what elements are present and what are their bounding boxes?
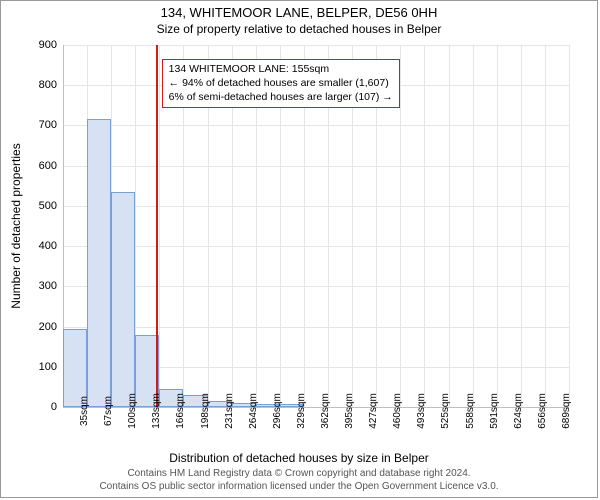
x-tick-label: 427sqm	[368, 393, 379, 429]
x-tick-label: 67sqm	[103, 396, 114, 426]
chart-subtitle: Size of property relative to detached ho…	[1, 20, 597, 36]
grid-line-h	[63, 45, 569, 46]
annotation-line: 134 WHITEMOOR LANE: 155sqm	[169, 63, 393, 77]
x-tick-label: 460sqm	[392, 393, 403, 429]
x-tick-label: 35sqm	[79, 396, 90, 426]
annotation-line: 6% of semi-detached houses are larger (1…	[169, 91, 393, 105]
grid-line-h	[63, 327, 569, 328]
x-tick-label: 558sqm	[465, 393, 476, 429]
x-tick-label: 231sqm	[224, 393, 235, 429]
x-tick-label: 166sqm	[175, 393, 186, 429]
x-tick-label: 198sqm	[200, 393, 211, 429]
grid-line-v	[497, 45, 498, 407]
chart-title: 134, WHITEMOOR LANE, BELPER, DE56 0HH	[1, 1, 597, 20]
x-tick-label: 591sqm	[489, 393, 500, 429]
attribution-line2: Contains OS public sector information li…	[1, 480, 597, 493]
histogram-bar	[87, 119, 111, 407]
x-tick-label: 624sqm	[513, 393, 524, 429]
x-tick-label: 329sqm	[296, 393, 307, 429]
y-tick-label: 600	[17, 160, 57, 172]
grid-line-v	[159, 45, 160, 407]
histogram-bar	[111, 192, 135, 407]
chart-container: 134, WHITEMOOR LANE, BELPER, DE56 0HH Si…	[0, 0, 598, 498]
x-tick-label: 525sqm	[440, 393, 451, 429]
grid-line-v	[424, 45, 425, 407]
y-tick-label: 800	[17, 79, 57, 91]
grid-line-h	[63, 286, 569, 287]
x-tick-label: 133sqm	[151, 393, 162, 429]
grid-line-v	[449, 45, 450, 407]
y-tick-label: 300	[17, 280, 57, 292]
y-tick-label: 400	[17, 240, 57, 252]
y-tick-label: 0	[17, 401, 57, 413]
attribution: Contains HM Land Registry data © Crown c…	[1, 467, 597, 493]
x-tick-label: 264sqm	[248, 393, 259, 429]
y-tick-label: 200	[17, 321, 57, 333]
x-tick-label: 656sqm	[537, 393, 548, 429]
x-tick-label: 493sqm	[416, 393, 427, 429]
grid-line-h	[63, 125, 569, 126]
x-tick-label: 100sqm	[127, 393, 138, 429]
grid-line-h	[63, 166, 569, 167]
grid-line-v	[569, 45, 570, 407]
x-axis-label: Distribution of detached houses by size …	[1, 451, 597, 465]
attribution-line1: Contains HM Land Registry data © Crown c…	[1, 467, 597, 480]
x-tick-label: 296sqm	[272, 393, 283, 429]
grid-line-h	[63, 206, 569, 207]
y-tick-label: 700	[17, 119, 57, 131]
y-tick-label: 500	[17, 200, 57, 212]
plot-area: 134 WHITEMOOR LANE: 155sqm← 94% of detac…	[63, 45, 569, 407]
grid-line-v	[400, 45, 401, 407]
grid-line-v	[473, 45, 474, 407]
annotation-box: 134 WHITEMOOR LANE: 155sqm← 94% of detac…	[162, 59, 400, 108]
y-tick-label: 100	[17, 361, 57, 373]
x-tick-label: 689sqm	[561, 393, 572, 429]
grid-line-v	[521, 45, 522, 407]
annotation-line: ← 94% of detached houses are smaller (1,…	[169, 77, 393, 91]
grid-line-v	[545, 45, 546, 407]
reference-line	[156, 45, 158, 407]
grid-line-h	[63, 246, 569, 247]
x-tick-label: 362sqm	[320, 393, 331, 429]
x-tick-label: 395sqm	[344, 393, 355, 429]
y-tick-label: 900	[17, 39, 57, 51]
